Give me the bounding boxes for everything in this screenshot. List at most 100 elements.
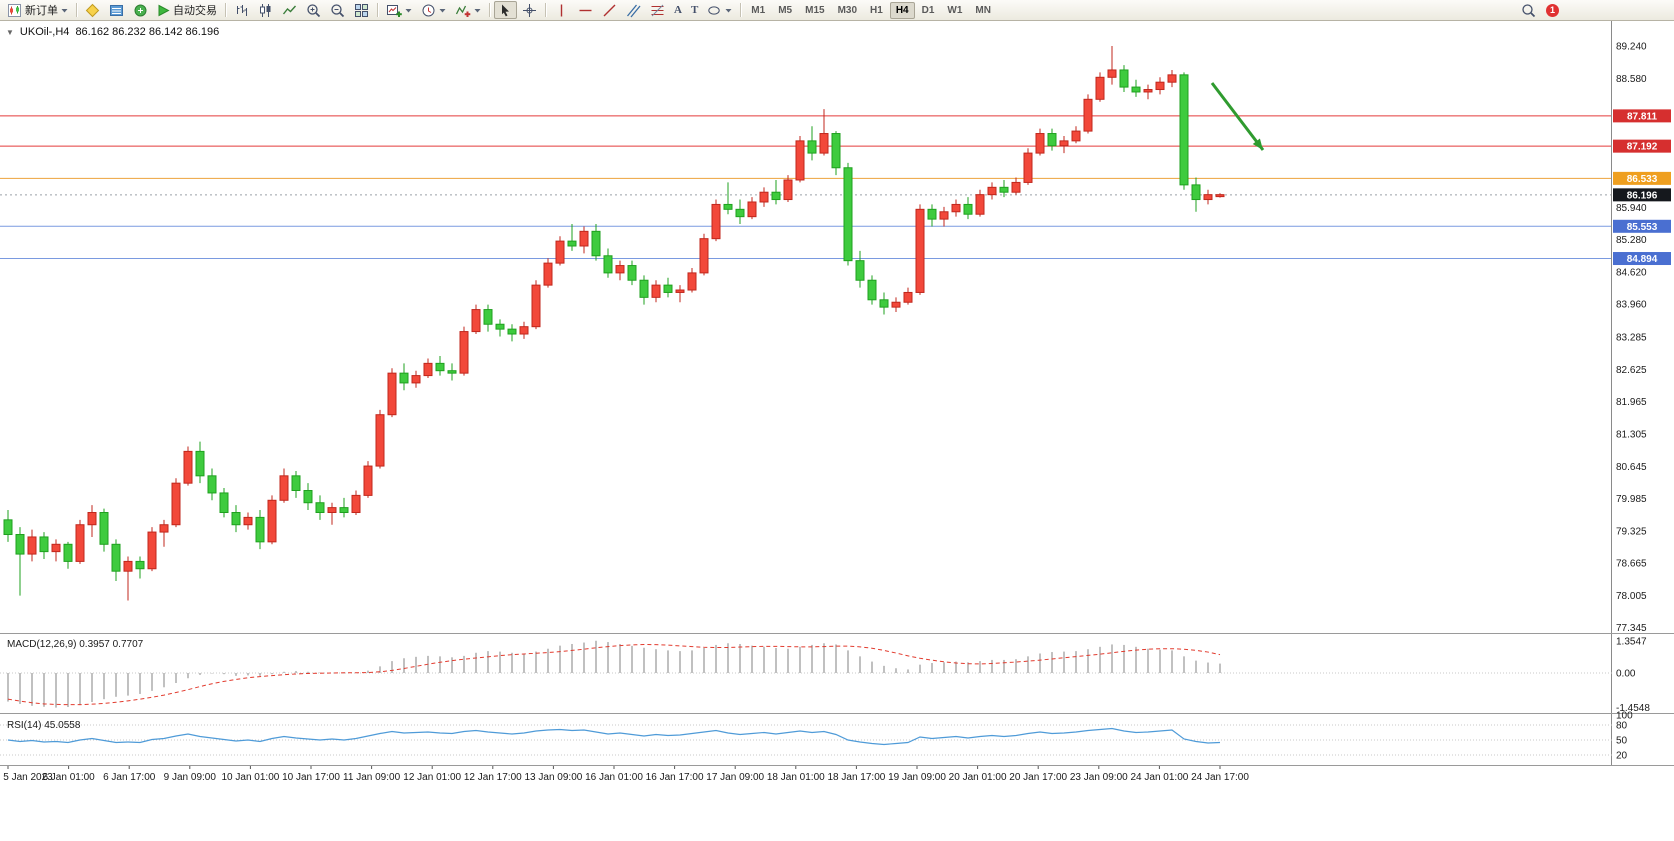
bar-chart-button[interactable] xyxy=(230,1,253,19)
market-watch-button[interactable] xyxy=(105,1,128,19)
trendline-tool-button[interactable] xyxy=(598,1,621,19)
text-tool-button[interactable]: A xyxy=(670,1,686,19)
timeframe-mn[interactable]: MN xyxy=(975,4,991,16)
new-order-button[interactable]: 新订单 xyxy=(3,1,72,19)
price-line-label xyxy=(1613,219,1671,233)
indicator-axis-label: 50 xyxy=(1616,736,1628,747)
rsi-label: RSI(14) 45.0558 xyxy=(7,720,81,731)
time-axis-label: 11 Jan 09:00 xyxy=(343,772,401,783)
candle-body xyxy=(975,194,985,215)
vertical-line-tool-button[interactable] xyxy=(550,1,573,19)
chevron-down-icon xyxy=(61,8,68,12)
market-watch-icon xyxy=(110,4,123,16)
price-line-label-text: 87.811 xyxy=(1627,111,1657,122)
chart-canvas[interactable]: 89.240 88.580 85.940 85.280 84.620 83.960 83.2… xyxy=(0,21,1674,787)
price-lines-layer xyxy=(0,115,1612,260)
candle-body xyxy=(1179,74,1189,186)
price-axis-label: 78.005 xyxy=(1616,591,1647,602)
candle-body xyxy=(75,524,85,562)
timeframe-m1[interactable]: M1 xyxy=(751,4,766,16)
candle-body xyxy=(1131,86,1141,93)
indicator-axis-label: 80 xyxy=(1616,721,1628,732)
autotrading-button[interactable]: 自动交易 xyxy=(153,1,221,19)
candle-body xyxy=(939,211,949,220)
indicators-button[interactable] xyxy=(451,1,485,19)
one-click-trading-toggle[interactable]: ▼ xyxy=(6,27,14,37)
time-axis-label: 9 Jan 09:00 xyxy=(164,772,217,783)
line-chart-button[interactable] xyxy=(278,1,301,19)
candle-body xyxy=(915,208,925,293)
time-axis-label: 18 Jan 17:00 xyxy=(827,772,885,783)
candle-body xyxy=(711,203,721,240)
price-line-label xyxy=(1613,252,1671,266)
candlestick-chart-button[interactable] xyxy=(254,1,277,19)
candle-body xyxy=(1215,194,1225,198)
crosshair-tool-button[interactable] xyxy=(518,1,541,19)
candle-body xyxy=(51,543,61,553)
time-axis-label: 6 Jan 17:00 xyxy=(103,772,156,783)
candle-body xyxy=(1035,133,1045,154)
cursor-tool-button[interactable] xyxy=(494,1,517,19)
price-line-label xyxy=(1613,139,1671,153)
fibonacci-tool-button[interactable] xyxy=(646,1,669,19)
candle-body xyxy=(375,414,385,467)
timeframe-m15[interactable]: M15 xyxy=(805,4,825,16)
chevron-down-icon xyxy=(405,8,412,12)
metaeditor-icon xyxy=(85,3,100,17)
autotrading-play-icon xyxy=(158,4,170,16)
chart-window: ▼ UKOil-,H4 86.162 86.232 86.142 86.196 … xyxy=(0,21,1674,787)
candle-body xyxy=(1023,152,1033,183)
timeframe-m30[interactable]: M30 xyxy=(837,4,858,16)
notification-badge[interactable]: 1 xyxy=(1546,3,1559,17)
timeframe-h1[interactable]: H1 xyxy=(870,4,883,16)
zoom-out-button[interactable] xyxy=(326,1,349,19)
indicator-axis-label: -1.4548 xyxy=(1616,703,1650,714)
horizontal-line-tool-button[interactable] xyxy=(574,1,597,19)
candle-body xyxy=(519,326,529,335)
time-axis-label: 17 Jan 09:00 xyxy=(706,772,764,783)
candle-body xyxy=(315,502,325,514)
toolbar-separator xyxy=(545,3,546,17)
timeframe-h4[interactable]: H4 xyxy=(889,1,915,19)
candle-body xyxy=(879,299,889,308)
timeframe-w1[interactable]: W1 xyxy=(947,4,963,16)
periods-button[interactable] xyxy=(417,1,450,19)
vertical-line-icon xyxy=(560,4,563,16)
time-axis-label: 16 Jan 17:00 xyxy=(646,772,704,783)
candle-body xyxy=(1095,76,1105,100)
tile-windows-button[interactable] xyxy=(350,1,373,19)
candle-body xyxy=(327,507,337,514)
candle-body xyxy=(567,240,577,247)
price-axis[interactable]: 89.240 88.580 85.940 85.280 84.620 83.960 83.2… xyxy=(1613,42,1671,635)
candle-body xyxy=(579,230,589,247)
indicator-axis-label: 100 xyxy=(1616,711,1633,722)
metaeditor-button[interactable] xyxy=(81,1,104,19)
trend-arrow[interactable] xyxy=(1210,82,1265,151)
time-axis-label: 13 Jan 09:00 xyxy=(524,772,582,783)
trend-arrow-head xyxy=(1252,138,1263,150)
cursor-icon xyxy=(502,4,509,16)
shapes-tool-button[interactable] xyxy=(703,1,736,19)
new-chart-button[interactable] xyxy=(382,1,416,19)
price-axis-label: 88.580 xyxy=(1616,74,1647,85)
search-icon[interactable] xyxy=(1521,3,1536,18)
channel-tool-button[interactable] xyxy=(622,1,645,19)
time-axis-label: 12 Jan 01:00 xyxy=(403,772,461,783)
candle-body xyxy=(243,516,253,526)
zoom-in-button[interactable] xyxy=(302,1,325,19)
timeframe-d1[interactable]: D1 xyxy=(921,4,935,16)
candle-body xyxy=(1143,89,1153,93)
time-axis-label: 23 Jan 09:00 xyxy=(1070,772,1128,783)
price-line-label-text: 87.192 xyxy=(1627,142,1658,153)
price-axis-label: 79.985 xyxy=(1616,494,1647,505)
price-axis-label: 80.645 xyxy=(1616,462,1647,473)
time-axis-label: 18 Jan 01:00 xyxy=(767,772,825,783)
navigator-button[interactable] xyxy=(129,1,152,19)
candle-body xyxy=(903,291,913,303)
text-tool-icon: A xyxy=(674,4,682,16)
candle-body xyxy=(99,512,109,545)
timeframe-m5[interactable]: M5 xyxy=(778,4,793,16)
text-label-tool-button[interactable]: T xyxy=(687,1,702,19)
